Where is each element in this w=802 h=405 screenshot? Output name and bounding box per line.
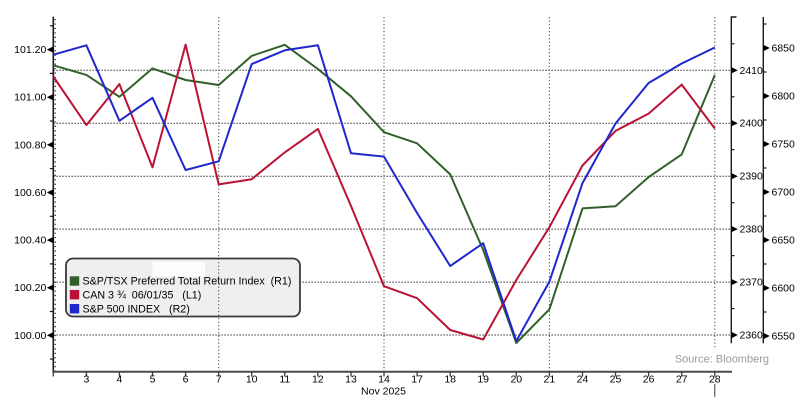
svg-text:20: 20 [510, 374, 522, 386]
svg-text:6: 6 [183, 374, 189, 386]
svg-text:Nov 2025: Nov 2025 [361, 386, 406, 398]
svg-text:Source: Bloomberg: Source: Bloomberg [675, 354, 769, 366]
svg-text:19: 19 [477, 374, 489, 386]
svg-text:27: 27 [676, 374, 688, 386]
svg-text:6600: 6600 [772, 283, 796, 295]
svg-text:3: 3 [83, 374, 89, 386]
svg-text:100.60: 100.60 [14, 187, 46, 199]
svg-text:5: 5 [150, 374, 156, 386]
svg-text:CAN 3 ¾ 06/01/35 (L1): CAN 3 ¾ 06/01/35 (L1) [83, 289, 202, 301]
svg-text:6550: 6550 [772, 331, 796, 343]
svg-text:2380: 2380 [740, 224, 764, 236]
svg-text:S&P/TSX Preferred Total Return: S&P/TSX Preferred Total Return Index (R1… [83, 276, 292, 288]
svg-text:25: 25 [610, 374, 622, 386]
svg-text:2370: 2370 [740, 277, 764, 289]
svg-text:100.40: 100.40 [14, 235, 46, 247]
svg-text:S&P 500 INDEX (R2): S&P 500 INDEX (R2) [83, 303, 190, 315]
svg-text:2360: 2360 [740, 330, 764, 342]
svg-text:6750: 6750 [772, 139, 796, 151]
svg-text:12: 12 [312, 374, 324, 386]
svg-text:101.00: 101.00 [14, 92, 46, 104]
svg-text:11: 11 [279, 374, 290, 386]
svg-text:2390: 2390 [740, 171, 764, 183]
svg-text:14: 14 [378, 374, 390, 386]
svg-text:26: 26 [643, 374, 655, 386]
svg-text:10: 10 [246, 374, 258, 386]
svg-text:4: 4 [116, 374, 122, 386]
svg-text:28: 28 [709, 374, 721, 386]
svg-text:18: 18 [444, 374, 456, 386]
svg-text:6850: 6850 [772, 43, 796, 55]
svg-text:6700: 6700 [772, 187, 796, 199]
svg-text:6650: 6650 [772, 235, 796, 247]
svg-text:17: 17 [411, 374, 423, 386]
svg-text:21: 21 [544, 374, 556, 386]
svg-text:100.00: 100.00 [14, 330, 46, 342]
svg-text:6800: 6800 [772, 91, 796, 103]
svg-text:13: 13 [345, 374, 357, 386]
svg-text:100.80: 100.80 [14, 139, 46, 151]
svg-text:24: 24 [577, 374, 589, 386]
svg-text:101.20: 101.20 [14, 44, 46, 56]
svg-text:2400: 2400 [740, 118, 764, 130]
svg-text:100.20: 100.20 [14, 282, 46, 294]
svg-text:2410: 2410 [740, 65, 764, 77]
svg-text:7: 7 [216, 374, 222, 386]
